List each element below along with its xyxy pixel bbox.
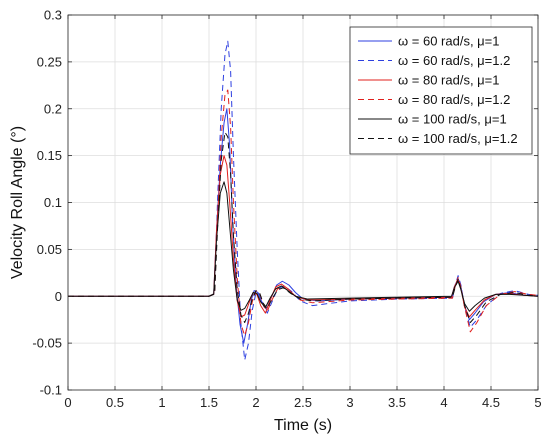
legend-label-2: ω = 60 rad/s, μ=1.2 [398, 53, 510, 68]
y-tick-label: 0.05 [37, 242, 62, 257]
legend-label-4: ω = 80 rad/s, μ=1.2 [398, 92, 510, 107]
series-line-2 [68, 40, 539, 361]
series-line-5 [68, 181, 539, 312]
x-tick-label: 0 [64, 395, 71, 410]
y-tick-label: 0 [55, 289, 62, 304]
x-tick-label: 4.5 [482, 395, 500, 410]
legend-label-3: ω = 80 rad/s, μ=1 [398, 73, 499, 88]
y-tick-label: 0.2 [44, 101, 62, 116]
x-tick-label: 2.5 [294, 395, 312, 410]
legend-label-5: ω = 100 rad/s, μ=1 [398, 112, 507, 127]
y-tick-label: 0.25 [37, 54, 62, 69]
y-axis-label: Velocity Roll Angle (°) [9, 126, 26, 279]
x-tick-label: 5 [534, 395, 541, 410]
x-tick-label: 3.5 [388, 395, 406, 410]
y-tick-label: 0.15 [37, 148, 62, 163]
data-series [68, 40, 539, 361]
x-tick-label: 1.5 [200, 395, 218, 410]
x-tick-label: 4 [440, 395, 447, 410]
legend-box [349, 26, 533, 155]
legend-label-6: ω = 100 rad/s, μ=1.2 [398, 131, 518, 146]
x-tick-label: 2 [252, 395, 259, 410]
x-tick-label: 0.5 [106, 395, 124, 410]
y-tick-label: -0.1 [40, 383, 62, 398]
y-tick-label: 0.3 [44, 8, 62, 23]
legend: ω = 60 rad/s, μ=1 ω = 60 rad/s, μ=1.2 ω = … [349, 26, 533, 155]
x-axis-label: Time (s) [274, 417, 332, 434]
y-tick-label: 0.1 [44, 195, 62, 210]
x-tick-label: 3 [346, 395, 353, 410]
series-line-6 [68, 131, 539, 323]
y-tick-label: -0.05 [32, 336, 62, 351]
legend-label-1: ω = 60 rad/s, μ=1 [398, 34, 499, 49]
x-tick-label: 1 [158, 395, 165, 410]
axis-ticks: 0 0.5 1 1.5 2 2.5 3 3.5 4 4.5 5 -0.1 -0.05 0 0.05 0.1 0.… [32, 8, 541, 411]
series-line-3 [68, 155, 539, 318]
